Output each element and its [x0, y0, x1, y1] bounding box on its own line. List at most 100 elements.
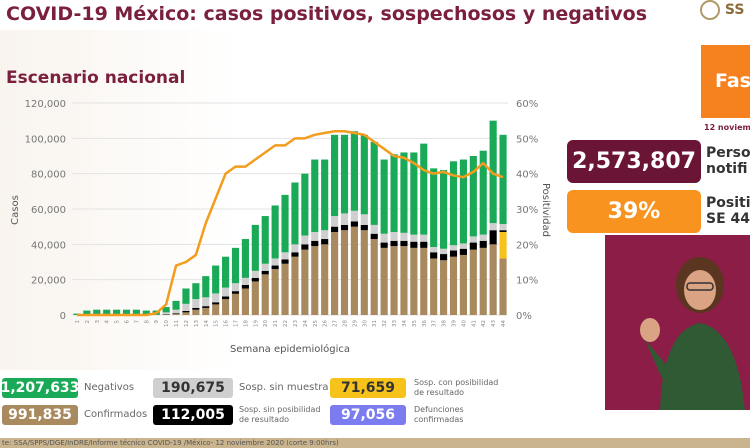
label-line: de resultado — [414, 388, 465, 397]
bar-segment — [499, 231, 507, 259]
y-tick-label: 120,000 — [25, 99, 66, 110]
legend-negativos-value: 1,207,633 — [0, 378, 80, 398]
y-tick-label: 0 — [60, 311, 66, 322]
bar-segment — [380, 242, 388, 248]
bar-segment — [321, 230, 329, 240]
bar-segment — [479, 150, 487, 235]
x-tick-label: 35 — [412, 320, 418, 327]
x-tick-label: 36 — [422, 320, 428, 327]
y2-tick-label: 30% — [516, 205, 538, 216]
x-tick-label: 11 — [174, 320, 180, 327]
x-tick-label: 22 — [283, 320, 289, 327]
bar-segment — [400, 232, 408, 241]
bar-segment — [192, 309, 200, 315]
x-tick-label: 3 — [95, 320, 101, 324]
y-axis-label: Casos — [10, 195, 21, 225]
x-axis-label: Semana epidemiológica — [230, 343, 350, 355]
x-tick-label: 1 — [75, 320, 81, 324]
bar-segment — [360, 134, 368, 215]
y-tick-label: 20,000 — [31, 276, 66, 287]
bar-segment — [132, 309, 140, 315]
bar-segment — [231, 291, 240, 294]
x-tick-label: 32 — [382, 320, 388, 327]
bar-segment — [311, 231, 319, 241]
bar-segment — [271, 269, 279, 315]
bar-segment — [390, 240, 398, 247]
bar-segment — [400, 152, 408, 233]
bar-segment — [222, 287, 230, 297]
bar-segment — [83, 310, 91, 315]
bar-segment — [241, 277, 249, 285]
bar-segment — [281, 263, 289, 315]
legend-con-posibilidad-value: 71,659 — [330, 378, 406, 398]
x-tick-label: 2 — [85, 320, 91, 324]
bar-segment — [291, 244, 299, 253]
bar-segment — [499, 224, 507, 231]
bar-segment — [202, 306, 210, 308]
bar-segment — [162, 314, 170, 315]
chart-subtitle: Escenario nacional — [6, 68, 186, 88]
bar-segment — [241, 288, 249, 315]
x-tick-label: 43 — [491, 320, 497, 327]
bar-segment — [340, 213, 349, 225]
x-tick-label: 33 — [392, 320, 398, 327]
bar-segment — [479, 234, 487, 241]
phase-banner: Fas — [701, 45, 750, 118]
bar-segment — [301, 235, 309, 245]
bar-segment — [331, 231, 339, 315]
bar-segment — [469, 156, 477, 237]
legend-confirmados-value: 991,835 — [2, 405, 78, 425]
bar-segment — [331, 216, 339, 227]
bar-segment — [390, 231, 398, 241]
positividad-line — [76, 130, 504, 317]
y-tick-label: 100,000 — [25, 134, 66, 145]
x-tick-label: 31 — [372, 320, 378, 327]
x-tick-label: 27 — [333, 320, 339, 327]
bar-segment — [251, 277, 259, 282]
bar-segment — [489, 223, 497, 231]
bar-segment — [449, 250, 458, 257]
bar-segment — [331, 226, 339, 232]
label-line: Sosp. sin posibilidad — [239, 405, 321, 414]
bar-segment — [261, 274, 269, 315]
bar-segment — [251, 281, 259, 315]
bar-segment — [390, 154, 398, 232]
legend-defunciones-value: 97,056 — [330, 405, 406, 425]
y2-axis-label: Positividad — [540, 183, 551, 237]
bar-segment — [459, 254, 467, 315]
bar-segment — [261, 270, 269, 275]
bar-segment — [440, 170, 448, 249]
interpreter-figure — [640, 257, 745, 410]
people-notified-label: Perso notifi — [706, 145, 750, 177]
bar-segment — [400, 240, 408, 247]
bar-segment — [301, 173, 309, 236]
y-tick-label: 60,000 — [31, 205, 66, 216]
bar-segment — [103, 309, 111, 315]
bar-segment — [469, 242, 477, 250]
bar-segment — [172, 309, 180, 314]
bar-segment — [489, 230, 497, 245]
bar-segment — [360, 230, 368, 315]
bar-segment — [420, 241, 428, 248]
x-tick-label: 8 — [144, 320, 150, 324]
bar-segment — [430, 258, 438, 315]
bar-segment — [281, 252, 289, 260]
bar-segment — [440, 260, 448, 315]
bar-segment — [420, 247, 428, 315]
x-tick-label: 24 — [303, 320, 309, 327]
x-tick-label: 23 — [293, 320, 299, 327]
x-tick-label: 37 — [432, 320, 438, 327]
bar-segment — [410, 152, 418, 235]
x-tick-label: 21 — [273, 320, 279, 327]
bar-segment — [231, 293, 240, 315]
bar-segment — [331, 134, 339, 217]
legend-sin-posibilidad-label: Sosp. sin posibilidad de resultado — [239, 405, 320, 425]
legend-defunciones-label: Defunciones confirmadas — [414, 405, 464, 425]
bar-segment — [440, 254, 448, 261]
bar-segment — [370, 141, 378, 225]
bar-segment — [241, 284, 249, 289]
x-tick-label: 28 — [343, 320, 349, 327]
x-tick-label: 12 — [184, 320, 190, 327]
legend-confirmados-label: Confirmados — [84, 409, 148, 420]
bar-segment — [241, 239, 249, 278]
